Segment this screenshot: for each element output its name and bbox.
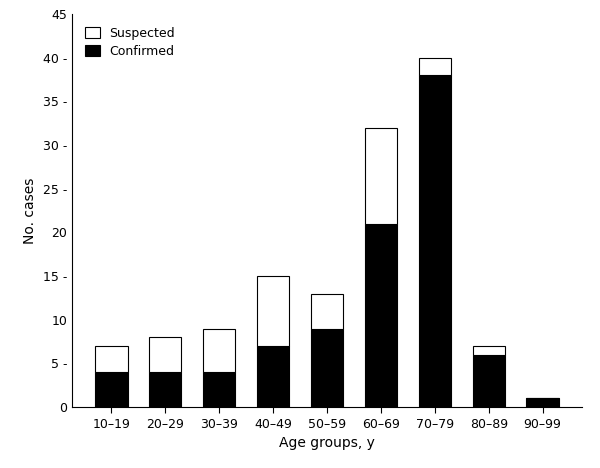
Legend: Suspected, Confirmed: Suspected, Confirmed (78, 20, 181, 64)
Bar (203, 329, 235, 372)
Bar (257, 346, 289, 407)
Bar (419, 58, 451, 75)
Bar (311, 329, 343, 407)
Bar (149, 372, 181, 407)
X-axis label: Age groups, y: Age groups, y (279, 436, 375, 450)
Bar (526, 398, 559, 407)
Bar (365, 128, 397, 224)
Bar (365, 224, 397, 407)
Bar (257, 276, 289, 346)
Bar (311, 293, 343, 329)
Bar (149, 337, 181, 372)
Bar (473, 346, 505, 355)
Bar (95, 346, 128, 372)
Bar (203, 372, 235, 407)
Bar (419, 75, 451, 407)
Bar (95, 372, 128, 407)
Bar (473, 355, 505, 407)
Y-axis label: No. cases: No. cases (23, 177, 37, 244)
